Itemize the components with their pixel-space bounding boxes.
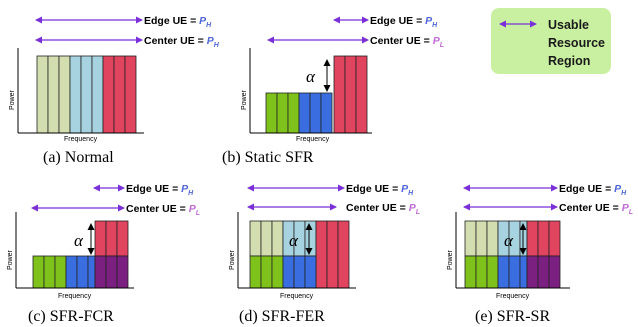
edge-ue-label: Edge UE = PH bbox=[144, 15, 212, 29]
edge-ue-label: Edge UE = PH bbox=[126, 183, 194, 197]
legend: Usable Resource Region bbox=[491, 8, 611, 74]
power-axis-label: Power bbox=[7, 249, 14, 270]
legend-line1: Usable bbox=[548, 18, 589, 32]
panel-normal: Edge UE = PH Center UE = PH Power Freque… bbox=[9, 15, 220, 166]
caption-normal: (a) Normal bbox=[43, 149, 114, 166]
alpha-symbol: α bbox=[306, 67, 316, 86]
caption-sfr-sr: (e) SFR-SR bbox=[475, 308, 550, 325]
frequency-axis-label: Frequency bbox=[64, 136, 98, 143]
panel-sfr-sr: Edge UE = PH Center UE = PL α Power Freq… bbox=[447, 183, 633, 325]
frequency-axis-label: Frequency bbox=[496, 293, 530, 300]
alpha-symbol: α bbox=[74, 231, 84, 250]
frequency-axis-label: Frequency bbox=[296, 136, 330, 143]
legend-line3: Region bbox=[548, 54, 590, 68]
alpha-symbol: α bbox=[289, 231, 299, 250]
frequency-axis-label: Frequency bbox=[280, 293, 314, 300]
caption-sfr-fer: (d) SFR-FER bbox=[239, 308, 325, 325]
legend-line2: Resource bbox=[548, 36, 605, 50]
power-axis-label: Power bbox=[9, 89, 16, 110]
center-ue-label: Center UE = PL bbox=[126, 203, 200, 217]
edge-ue-label: Edge UE = PH bbox=[370, 15, 438, 29]
panel-sfr-fcr: Edge UE = PH Center UE = PL α Power Freq… bbox=[7, 183, 200, 325]
caption-static-sfr: (b) Static SFR bbox=[222, 149, 314, 166]
power-axis-label: Power bbox=[229, 249, 236, 270]
edge-ue-label: Edge UE = PH bbox=[346, 183, 414, 197]
panel-static-sfr: Edge UE = PH Center UE = PL α Power Freq… bbox=[222, 15, 444, 166]
frequency-axis-label: Frequency bbox=[58, 293, 92, 300]
center-ue-label: Center UE = PL bbox=[559, 202, 633, 216]
edge-ue-label: Edge UE = PH bbox=[559, 183, 627, 197]
center-ue-label: Center UE = PH bbox=[144, 35, 220, 49]
center-ue-label: Center UE = PL bbox=[346, 202, 420, 216]
power-axis-label: Power bbox=[241, 89, 248, 110]
power-axis-label: Power bbox=[447, 249, 454, 270]
center-ue-label: Center UE = PL bbox=[370, 35, 444, 49]
caption-sfr-fcr: (c) SFR-FCR bbox=[28, 308, 114, 325]
alpha-symbol: α bbox=[504, 231, 514, 250]
panel-sfr-fer: Edge UE = PH Center UE = PL α Power Freq… bbox=[229, 183, 420, 325]
